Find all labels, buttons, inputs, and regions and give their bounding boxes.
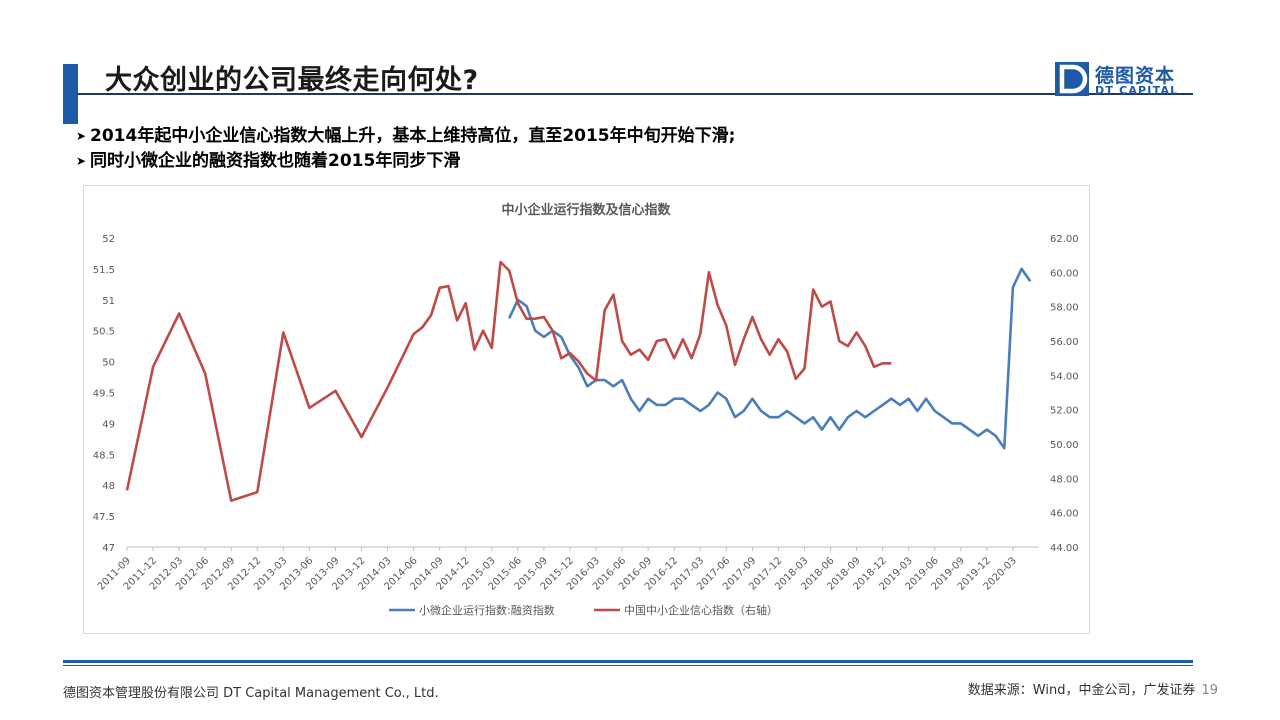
title-accent-bar (63, 64, 78, 124)
right-y-tick-label: 58.00 (1050, 303, 1079, 314)
logo-d-icon (1055, 62, 1089, 96)
left-y-tick-label: 49.5 (93, 389, 115, 400)
legend: 小微企业运行指数:融资指数 中国中小企业信心指数（右轴） (389, 603, 778, 617)
slide-title: 大众创业的公司最终走向何处? (105, 65, 479, 96)
bullet-item: ➤ 同时小微企业的融资指数也随着2015年同步下滑 (76, 149, 735, 174)
right-y-axis: 44.00 46.00 48.00 50.00 52.00 54.00 56.00 58.00… (1050, 234, 1079, 554)
chart-container: 中小企业运行指数及信心指数 47 47.5 48 48.5 49 49.5 50 50.5 51… (83, 185, 1090, 634)
left-y-tick-label: 48.5 (93, 450, 115, 461)
company-logo: 德图资本 DT CAPITAL (1055, 62, 1195, 98)
line-chart: 中小企业运行指数及信心指数 47 47.5 48 48.5 49 49.5 50 50.5 51… (93, 202, 1079, 617)
footer-divider-thin (63, 665, 1193, 666)
footer-source: 数据来源：Wind，中金公司，广发证券 19 (968, 679, 1218, 698)
right-y-tick-label: 54.00 (1050, 371, 1079, 382)
bullet-item: ➤ 2014年起中小企业信心指数大幅上升，基本上维持高位，直至2015年中旬开始… (76, 124, 735, 149)
bullet-text: 2014年起中小企业信心指数大幅上升，基本上维持高位，直至2015年中旬开始下滑… (90, 126, 736, 146)
chart-title: 中小企业运行指数及信心指数 (501, 202, 671, 218)
left-y-tick-label: 50 (102, 358, 115, 369)
arrow-bullet-icon: ➤ (76, 154, 87, 168)
left-y-axis: 47 47.5 48 48.5 49 49.5 50 50.5 51 51.5 52 (93, 234, 115, 554)
bullet-list: ➤ 2014年起中小企业信心指数大幅上升，基本上维持高位，直至2015年中旬开始… (76, 124, 735, 174)
page-number: 19 (1201, 683, 1218, 698)
logo-english-name: DT CAPITAL (1095, 84, 1179, 97)
right-y-tick-label: 44.00 (1050, 543, 1079, 554)
legend-label: 小微企业运行指数:融资指数 (419, 603, 555, 617)
footer-divider (63, 660, 1193, 663)
left-y-tick-label: 49 (102, 419, 115, 430)
left-y-tick-label: 48 (102, 481, 115, 492)
right-y-tick-label: 56.00 (1050, 337, 1079, 348)
right-y-tick-label: 62.00 (1050, 234, 1079, 245)
right-y-tick-label: 46.00 (1050, 509, 1079, 520)
legend-label: 中国中小企业信心指数（右轴） (624, 603, 778, 617)
series-line-confidence-index (125, 260, 892, 502)
right-y-tick-label: 50.00 (1050, 440, 1079, 451)
left-y-tick-label: 51.5 (93, 265, 115, 276)
logo-chinese-name: 德图资本 (1095, 65, 1176, 87)
data-source-text: 数据来源：Wind，中金公司，广发证券 (967, 683, 1196, 698)
left-y-tick-label: 51 (102, 296, 115, 307)
series-line-financing-index (508, 267, 1032, 450)
right-y-tick-label: 48.00 (1050, 474, 1079, 485)
left-y-tick-label: 47.5 (93, 512, 115, 523)
left-y-tick-label: 47 (102, 543, 115, 554)
right-y-tick-label: 52.00 (1050, 406, 1079, 417)
bullet-text: 同时小微企业的融资指数也随着2015年同步下滑 (90, 151, 461, 171)
series-layer (125, 260, 1032, 502)
left-y-tick-label: 50.5 (93, 327, 115, 338)
right-y-tick-label: 60.00 (1050, 268, 1079, 279)
arrow-bullet-icon: ➤ (76, 129, 87, 143)
left-y-tick-label: 52 (102, 234, 115, 245)
footer-company: 德图资本管理股份有限公司 DT Capital Management Co., … (63, 686, 439, 701)
x-axis: 2011-092011-122012-032012-062012-092012-… (96, 547, 1019, 593)
title-underline (78, 93, 1193, 95)
